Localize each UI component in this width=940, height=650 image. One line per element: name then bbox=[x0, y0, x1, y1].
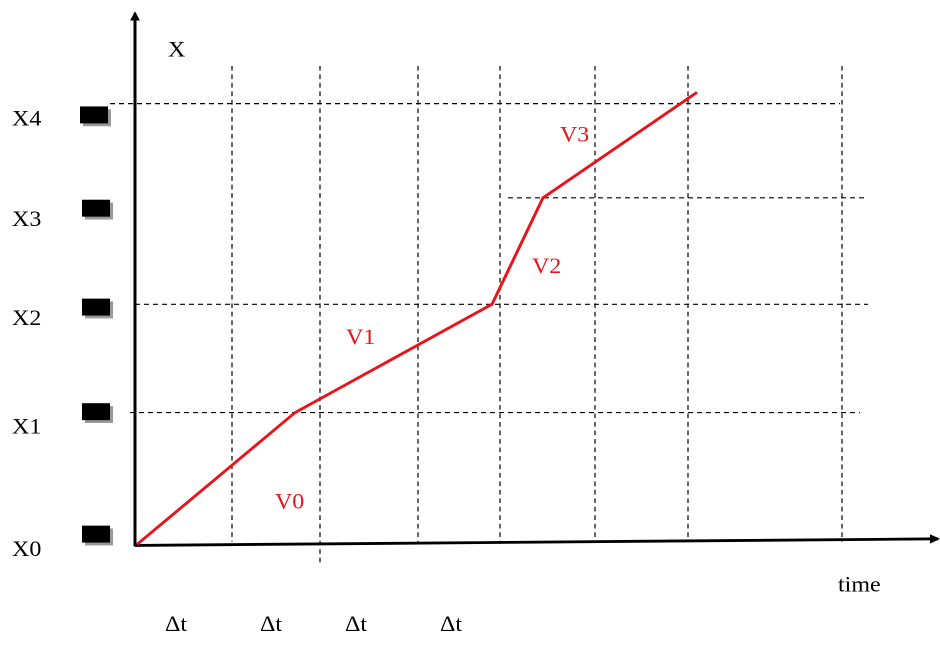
level-label: X2 bbox=[12, 306, 41, 331]
x-axis-label: time bbox=[838, 572, 881, 597]
velocity-label: V0 bbox=[275, 489, 304, 514]
interval-label: Δt bbox=[260, 612, 283, 637]
marker bbox=[82, 298, 110, 316]
level-markers bbox=[80, 106, 113, 546]
level-label: X0 bbox=[12, 536, 41, 561]
y-axis-label: X bbox=[168, 37, 185, 62]
velocity-label: V2 bbox=[532, 254, 561, 279]
level-label: X4 bbox=[12, 106, 42, 131]
position-curve bbox=[136, 91, 698, 546]
velocity-label: V1 bbox=[346, 324, 375, 349]
interval-label: Δt bbox=[165, 612, 188, 637]
velocity-label: V3 bbox=[560, 122, 589, 147]
marker bbox=[82, 525, 110, 543]
marker bbox=[82, 403, 110, 421]
grid bbox=[110, 65, 868, 566]
interval-label: Δt bbox=[345, 612, 368, 637]
marker bbox=[80, 106, 108, 124]
level-label: X3 bbox=[12, 207, 41, 232]
interval-label: Δt bbox=[440, 612, 463, 637]
x-axis bbox=[134, 534, 940, 547]
marker bbox=[82, 199, 110, 217]
level-label: X1 bbox=[12, 414, 41, 439]
